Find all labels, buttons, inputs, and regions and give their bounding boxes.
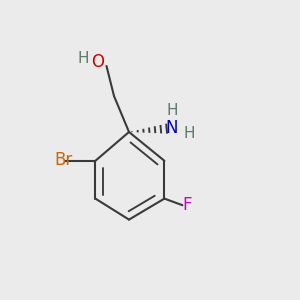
Text: O: O	[91, 53, 104, 71]
Text: F: F	[183, 196, 192, 214]
Text: H: H	[78, 51, 89, 66]
Text: N: N	[165, 119, 178, 137]
Text: Br: Br	[54, 151, 72, 169]
Text: H: H	[166, 103, 178, 118]
Text: H: H	[184, 126, 195, 141]
